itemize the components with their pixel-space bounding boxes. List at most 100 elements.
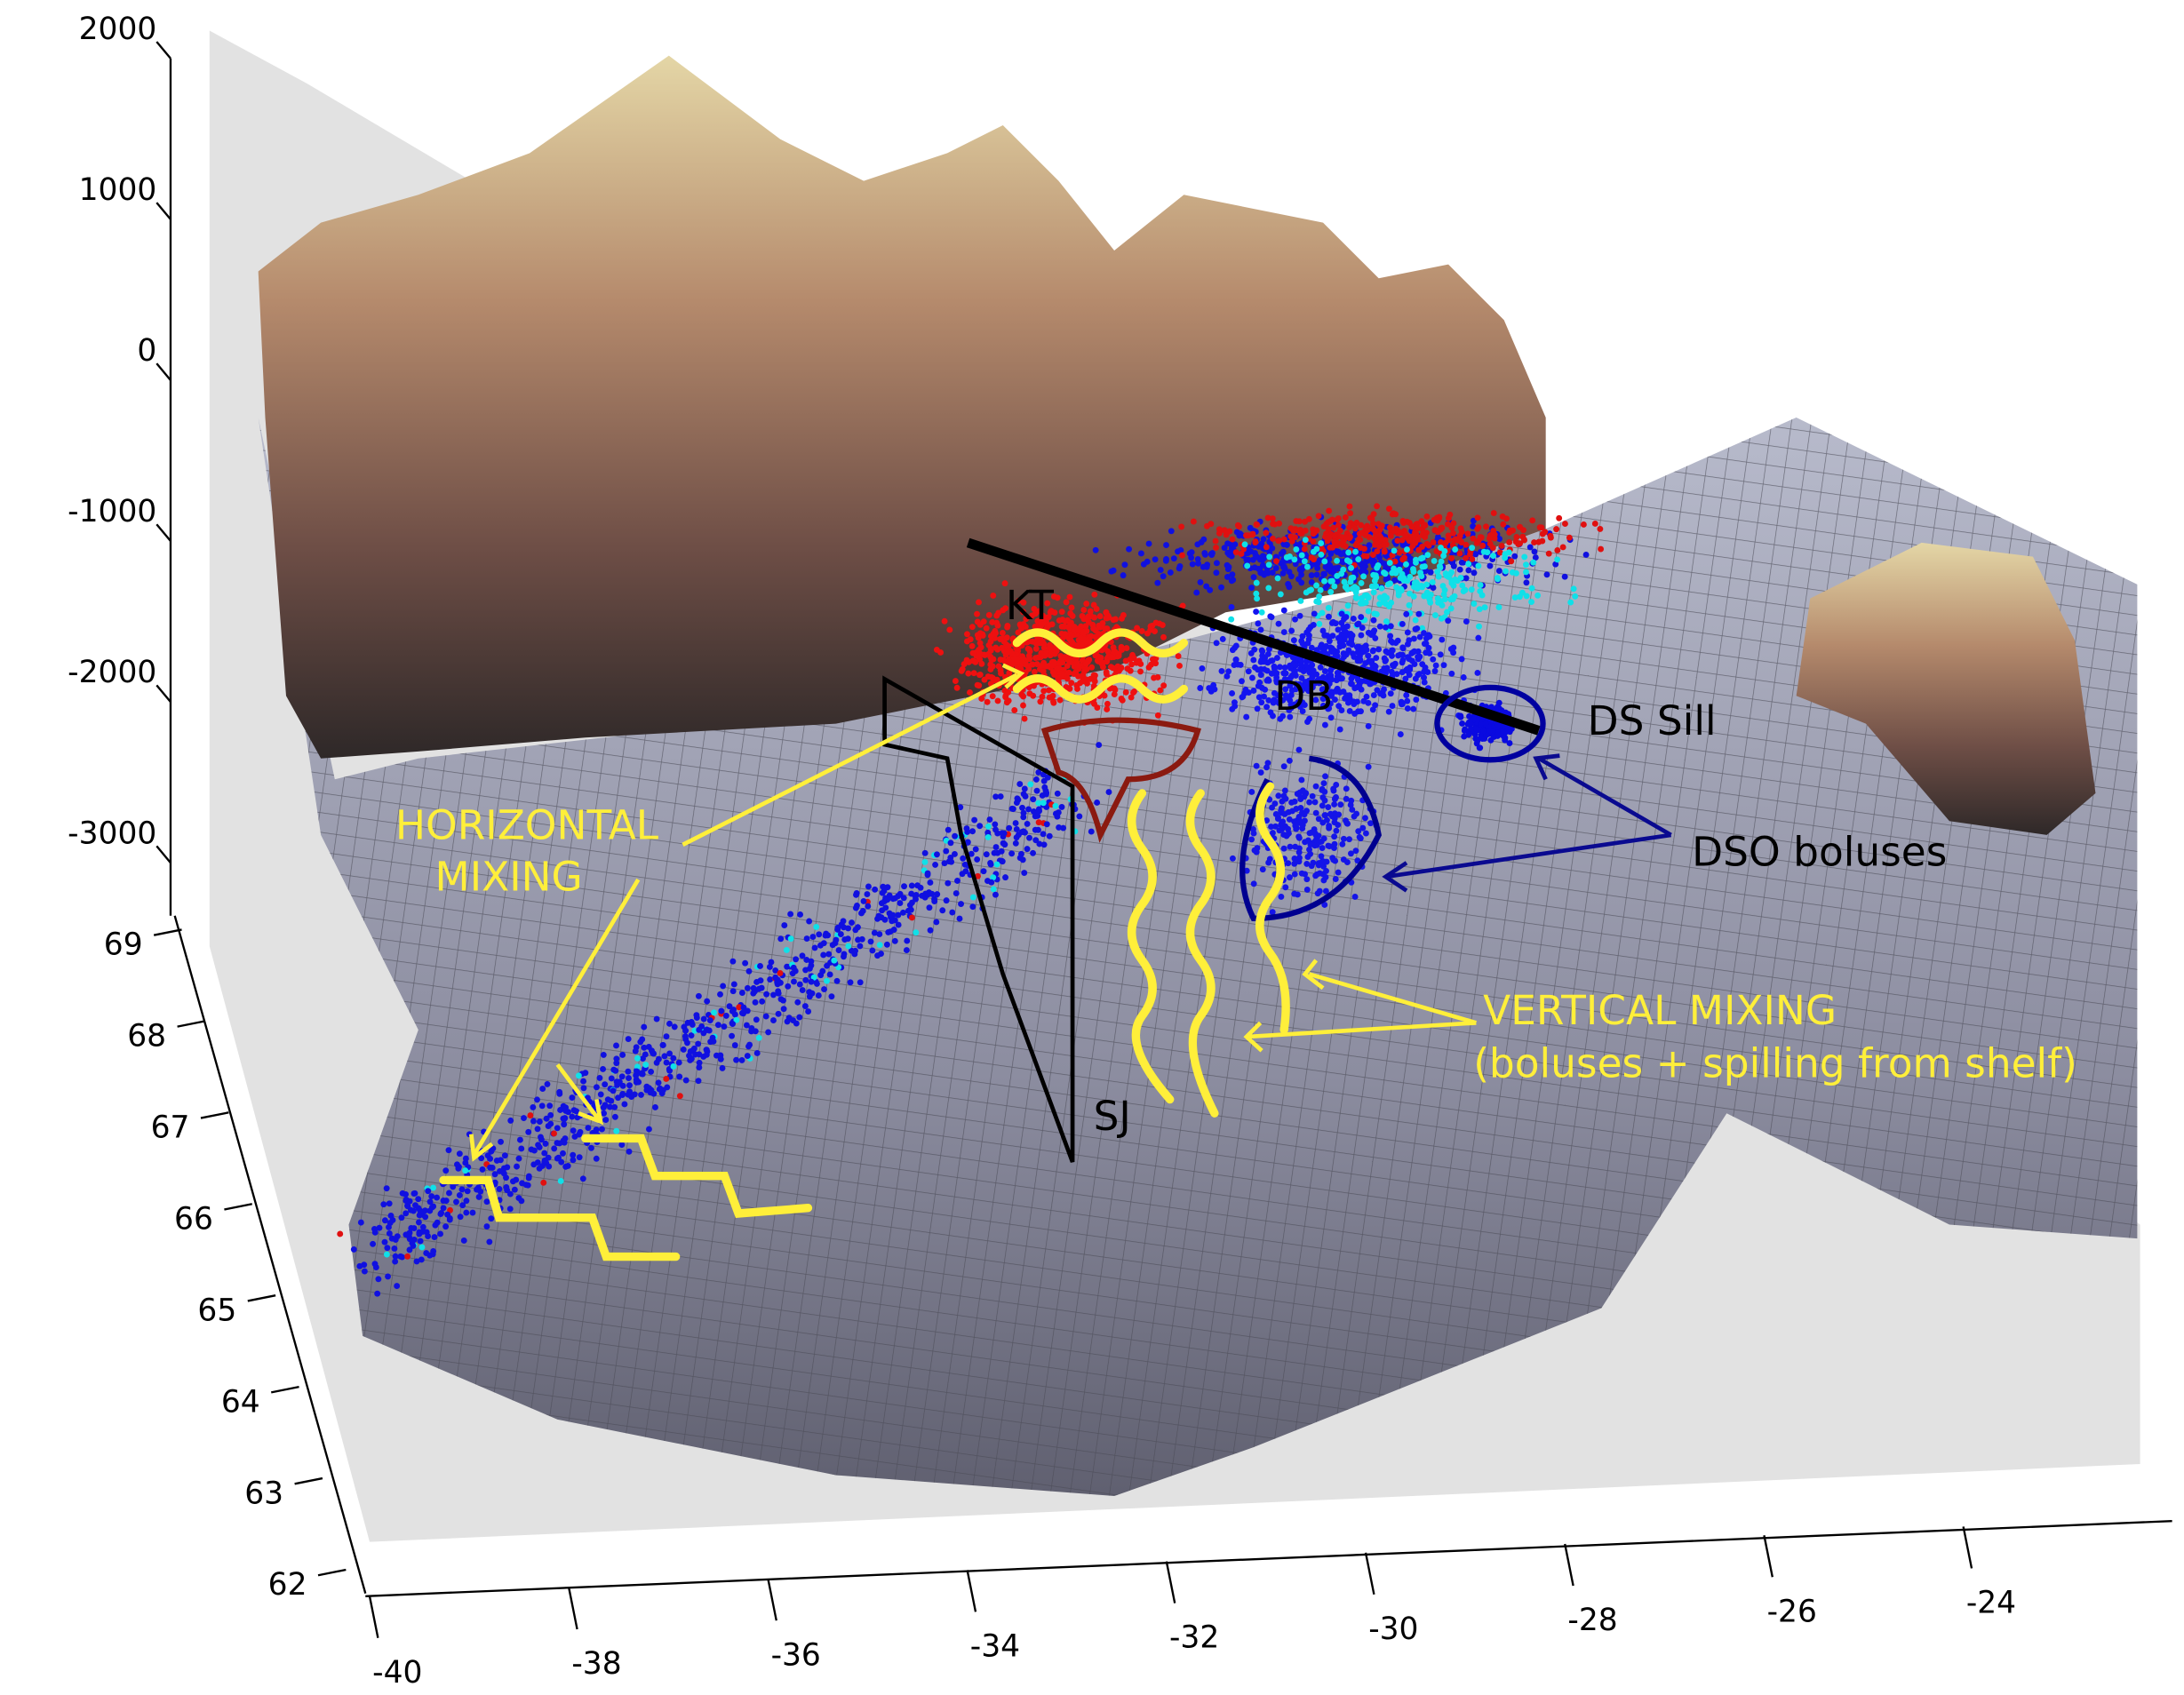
particle — [918, 885, 924, 891]
particle — [1263, 544, 1270, 550]
y-tick — [271, 1387, 299, 1392]
particle — [1202, 552, 1208, 558]
particle — [453, 1198, 459, 1205]
particle — [1350, 650, 1356, 657]
particle — [1160, 573, 1167, 579]
particle — [1474, 670, 1480, 676]
particle — [1296, 849, 1303, 855]
particle — [1263, 529, 1269, 536]
particle — [877, 942, 883, 948]
particle — [476, 1194, 482, 1200]
particle — [1163, 542, 1169, 548]
particle — [1517, 524, 1523, 530]
particle — [1506, 539, 1512, 545]
particle — [1487, 728, 1493, 734]
particle — [1312, 831, 1319, 837]
particle — [1399, 701, 1406, 707]
particle — [925, 891, 931, 897]
particle — [904, 947, 910, 953]
particle — [1250, 688, 1256, 694]
particle — [816, 931, 822, 937]
particle — [454, 1161, 460, 1167]
particle — [964, 631, 970, 637]
particle — [1413, 617, 1419, 624]
particle — [720, 1065, 726, 1071]
particle — [1261, 572, 1267, 578]
particle — [1199, 665, 1205, 672]
particle — [1134, 625, 1140, 632]
particle — [474, 1187, 480, 1193]
particle — [565, 1163, 571, 1169]
particle — [1321, 559, 1327, 565]
particle — [1279, 826, 1285, 832]
z-tick-label: 0 — [137, 333, 156, 369]
particle — [1030, 693, 1036, 699]
particle — [1288, 800, 1295, 806]
particle — [391, 1245, 397, 1252]
particle — [1465, 568, 1471, 574]
particle — [1242, 687, 1248, 693]
particle — [1467, 720, 1473, 726]
particle — [934, 891, 940, 897]
particle — [730, 988, 737, 994]
x-tick — [1764, 1535, 1772, 1577]
particle — [1066, 594, 1072, 601]
particle — [1335, 515, 1342, 521]
particle — [571, 1134, 578, 1140]
particle — [759, 985, 765, 991]
particle — [540, 1180, 546, 1186]
particle — [1399, 644, 1406, 650]
particle — [1276, 621, 1282, 627]
particle — [1321, 523, 1327, 529]
particle — [539, 1102, 546, 1109]
particle — [693, 1012, 699, 1018]
particle — [1283, 833, 1289, 840]
particle — [1263, 764, 1270, 770]
particle — [1318, 552, 1324, 558]
particle — [937, 649, 944, 656]
particle — [492, 1171, 498, 1177]
particle — [1119, 644, 1125, 650]
particle — [892, 938, 898, 944]
particle — [1544, 571, 1550, 577]
particle — [442, 1223, 449, 1229]
particle — [1448, 671, 1455, 677]
particle — [551, 1145, 557, 1151]
particle — [628, 1094, 634, 1100]
particle — [483, 1223, 490, 1229]
particle — [1405, 630, 1411, 636]
particle — [1521, 537, 1527, 543]
particle — [797, 982, 803, 988]
particle — [1281, 846, 1287, 852]
particle — [1343, 785, 1350, 792]
particle — [1376, 554, 1383, 561]
particle — [1020, 694, 1026, 700]
particle — [1393, 528, 1399, 534]
particle — [1004, 649, 1010, 656]
particle — [1358, 633, 1364, 639]
particle — [746, 1042, 753, 1048]
particle — [1214, 640, 1220, 646]
particle — [1171, 555, 1177, 561]
particle — [821, 940, 827, 946]
particle — [1251, 831, 1257, 837]
particle — [994, 647, 1000, 653]
particle — [802, 1003, 809, 1009]
particle — [1432, 612, 1439, 618]
particle — [1002, 693, 1008, 699]
particle — [927, 904, 933, 911]
particle — [706, 1028, 713, 1034]
particle — [1372, 635, 1378, 641]
x-tick-label: -28 — [1567, 1603, 1617, 1638]
particle — [337, 1231, 343, 1237]
particle — [767, 976, 773, 983]
particle — [1033, 646, 1040, 652]
particle — [619, 1052, 626, 1058]
particle — [634, 1079, 640, 1086]
particle — [1001, 639, 1008, 645]
particle — [824, 978, 830, 984]
label-vertical: VERTICAL MIXING — [1483, 987, 1837, 1034]
particle — [1230, 855, 1236, 862]
particle — [1349, 807, 1355, 813]
particle — [1347, 510, 1353, 516]
